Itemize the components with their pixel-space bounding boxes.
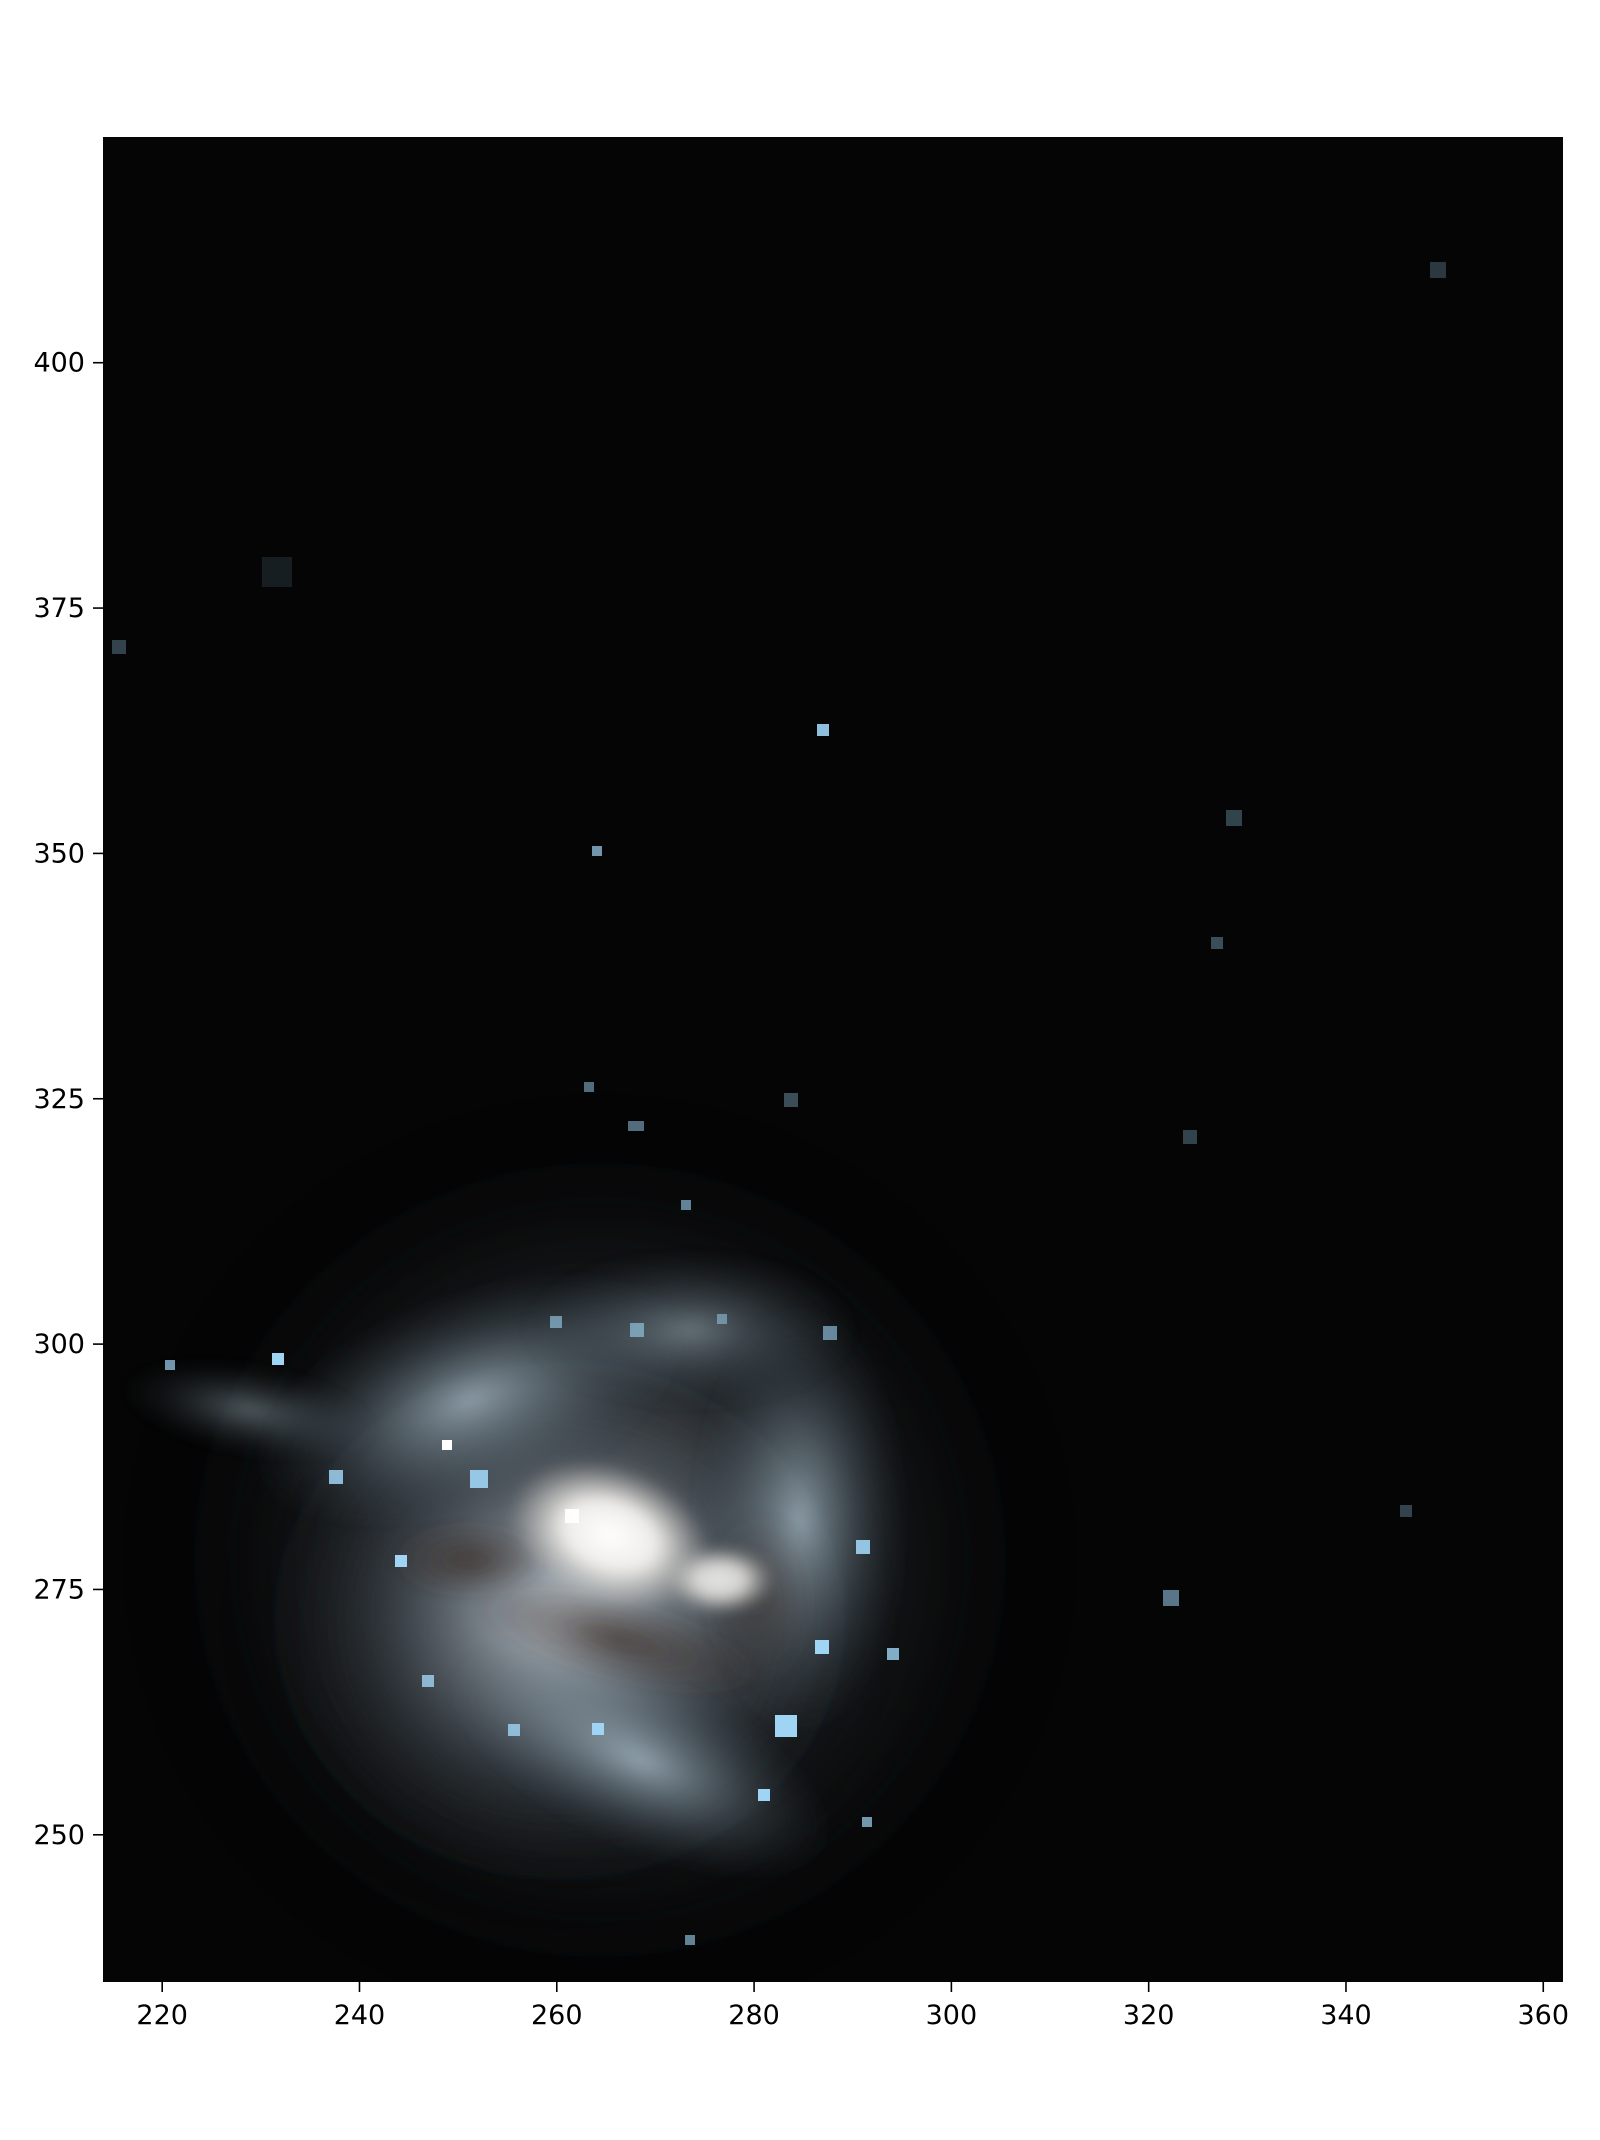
dust-lane (390, 1520, 550, 1600)
x-tick-label: 220 (136, 2000, 188, 2031)
dust-lane (474, 1581, 766, 1699)
y-tick-label: 275 (33, 1574, 85, 1605)
y-tick-label: 375 (33, 593, 85, 624)
x-tick-label: 280 (728, 2000, 780, 2031)
galaxy-image (103, 137, 1563, 1982)
spiral-arm (121, 1360, 379, 1460)
x-tick-label: 320 (1123, 2000, 1175, 2031)
y-axis: 250 275 300 325 350 375 400 (33, 348, 103, 1851)
y-tick-label: 325 (33, 1084, 85, 1115)
x-tick-label: 300 (926, 2000, 978, 2031)
spiral-arm (520, 1250, 860, 1410)
y-tick-label: 400 (33, 348, 85, 379)
x-tick-label: 340 (1320, 2000, 1372, 2031)
x-tick-label: 260 (531, 2000, 583, 2031)
star-points (112, 262, 1446, 1945)
y-tick-label: 250 (33, 1820, 85, 1851)
galaxy-core (508, 1460, 712, 1610)
spiral-arm (445, 1639, 835, 1881)
y-tick-label: 300 (33, 1329, 85, 1360)
y-tick-label: 350 (33, 838, 85, 869)
x-axis: 220 240 260 280 300 320 340 360 (136, 1982, 1569, 2031)
x-tick-label: 360 (1517, 2000, 1569, 2031)
x-tick-label: 240 (334, 2000, 386, 2031)
